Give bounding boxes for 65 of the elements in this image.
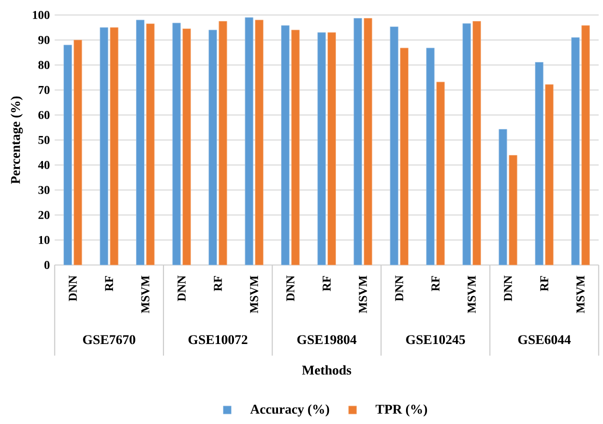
legend-label: TPR (%)	[376, 404, 428, 416]
x-tick-label: RF	[105, 276, 113, 292]
bar	[364, 18, 372, 266]
text: GSE10245	[406, 335, 465, 344]
bar	[64, 44, 72, 266]
x-tick-label: DNN	[178, 276, 186, 302]
bar	[146, 24, 155, 266]
y-tick-label: 90	[38, 36, 50, 44]
y-tick-label: 70	[38, 86, 50, 94]
bar	[571, 37, 580, 266]
bar	[208, 30, 217, 266]
bar	[508, 155, 518, 266]
bar	[100, 27, 108, 266]
y-tick-label: 40	[38, 160, 50, 170]
text: GSE7670	[83, 335, 136, 344]
bar	[255, 20, 264, 266]
bar	[218, 21, 228, 266]
text: GSE19804	[297, 335, 356, 344]
bar	[74, 40, 82, 266]
x-tick-label: RF	[322, 276, 331, 292]
x-tick-label: DNN	[395, 276, 404, 302]
bar	[436, 82, 445, 266]
x-tick-label: DNN	[68, 276, 77, 302]
bar	[182, 28, 191, 266]
bar	[244, 17, 254, 266]
bar	[110, 27, 118, 266]
text: GSE10072	[188, 335, 248, 344]
x-tick-label: RF	[540, 276, 548, 292]
y-tick-label: 80	[38, 60, 50, 70]
y-tick-label: 0	[44, 260, 50, 270]
bar	[328, 32, 336, 266]
bar	[136, 20, 144, 266]
x-tick-label: MSVM	[576, 276, 585, 314]
bar	[534, 62, 544, 266]
bar	[317, 32, 326, 266]
x-tick-label: DNN	[286, 276, 294, 302]
bar	[472, 21, 481, 266]
x-tick-label: MSVM	[141, 276, 150, 314]
bar	[354, 18, 362, 266]
y-axis-title: Percentage (%)	[10, 96, 23, 184]
legend-label: Accuracy (%)	[250, 404, 330, 416]
bar	[291, 30, 300, 266]
bar	[172, 22, 181, 266]
bar	[581, 25, 590, 266]
bar	[281, 25, 290, 266]
bar	[390, 26, 398, 266]
x-tick-label: MSVM	[250, 276, 258, 314]
y-tick-label: 20	[38, 210, 50, 220]
bar	[545, 84, 554, 266]
y-tick-label: 60	[38, 110, 50, 120]
y-tick-label: 10	[38, 236, 50, 244]
x-axis-title: Methods	[302, 365, 352, 375]
bar	[462, 23, 471, 266]
text: GSE6044	[518, 335, 571, 344]
bar	[426, 48, 435, 266]
x-tick-label: MSVM	[468, 276, 476, 314]
x-tick-label: DNN	[504, 276, 512, 302]
x-tick-label: RF	[214, 276, 222, 292]
x-tick-label: MSVM	[358, 276, 368, 314]
y-tick-label: 100	[32, 10, 50, 20]
bar	[498, 129, 508, 266]
y-tick-label: 50	[38, 136, 50, 144]
y-tick-label: 30	[38, 186, 50, 194]
x-tick-label: RF	[432, 276, 440, 292]
bar	[400, 48, 408, 266]
